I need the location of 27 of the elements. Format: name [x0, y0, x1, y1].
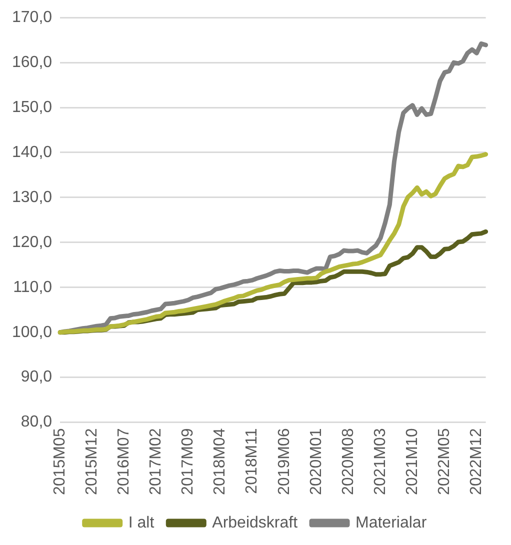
x-tick-label: 2018M11	[244, 428, 261, 494]
x-tick-label: 2015M12	[83, 428, 100, 495]
x-tick-label: 2015M05	[51, 428, 68, 495]
x-tick-label: 2020M01	[308, 428, 325, 495]
legend-label: Materialar	[356, 514, 428, 532]
x-tick-label: 2020M08	[340, 428, 357, 495]
x-tick-label: 2022M05	[436, 428, 454, 495]
y-tick-label: 150,0	[12, 98, 52, 116]
x-tick-label: 2019M06	[276, 428, 293, 495]
y-tick-label: 130,0	[12, 188, 52, 206]
legend-label: Arbeidskraft	[212, 514, 298, 532]
y-tick-label: 100,0	[12, 324, 52, 341]
legend-label: I alt	[128, 514, 155, 532]
y-tick-label: 140,0	[12, 144, 52, 161]
y-tick-label: 110,0	[13, 278, 52, 296]
x-tick-label: 2017M09	[180, 428, 197, 495]
y-tick-label: 80,0	[20, 414, 52, 431]
y-tick-label: 170,0	[12, 9, 52, 26]
x-tick-label: 2021M03	[372, 428, 389, 495]
x-tick-label: 2016M07	[116, 428, 133, 495]
x-tick-label: 2022M12	[468, 428, 486, 495]
y-tick-label: 160,0	[12, 54, 52, 71]
x-tick-label: 2017M02	[148, 428, 165, 495]
x-tick-label: 2021M10	[404, 428, 421, 495]
y-tick-label: 90,0	[20, 368, 52, 386]
y-tick-label: 120,0	[12, 234, 52, 251]
x-tick-label: 2018M04	[212, 428, 229, 495]
